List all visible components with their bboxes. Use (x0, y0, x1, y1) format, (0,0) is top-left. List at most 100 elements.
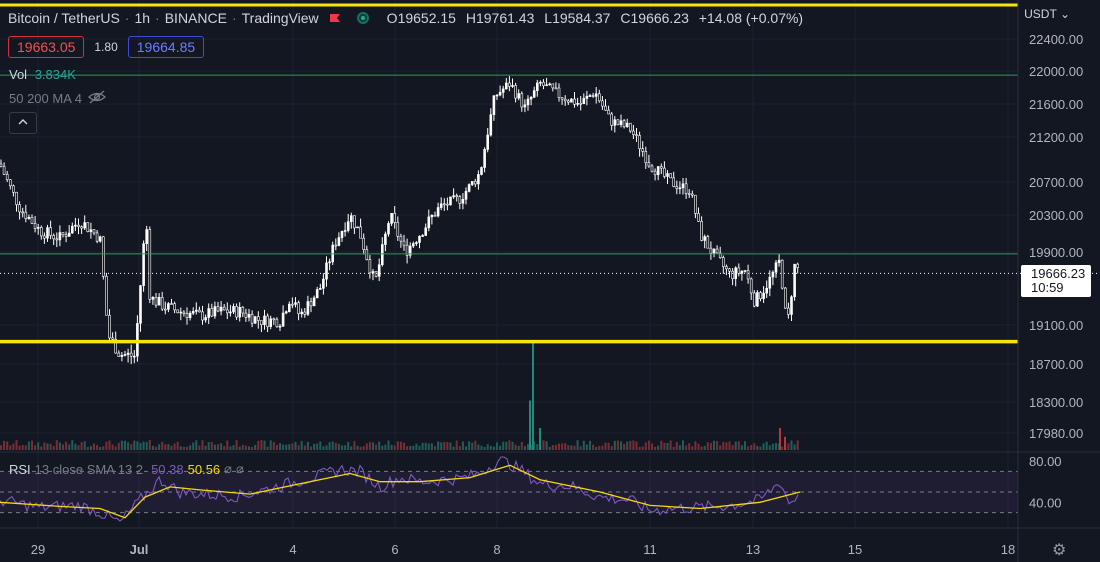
volume-bar (86, 446, 89, 450)
candlesticks (0, 76, 800, 365)
volume-bar (96, 444, 99, 450)
volume-bar (728, 441, 731, 450)
volume-bar (446, 442, 449, 450)
rsi-params: 13 close SMA 13 2 (34, 461, 144, 477)
volume-bar (297, 445, 300, 450)
volume-bar (310, 446, 312, 450)
candle-body (250, 314, 254, 324)
candle-body (191, 311, 195, 314)
volume-bar (207, 442, 210, 450)
candle-body (244, 312, 248, 318)
volume-bar (709, 443, 712, 450)
candle-body (570, 98, 573, 103)
volume-bar (626, 441, 629, 450)
volume-bar (613, 440, 616, 450)
buy-button[interactable]: 19664.85 (127, 36, 205, 58)
volume-bar (254, 444, 257, 450)
volume-bar (151, 445, 154, 450)
candle-body (362, 237, 366, 250)
candle-body (396, 222, 400, 237)
flag-icon[interactable] (329, 12, 341, 24)
volume-bar (108, 440, 111, 450)
currency-selector[interactable]: USDT ⌄ (1024, 7, 1070, 21)
candle-body (638, 135, 641, 149)
volume-bar (0, 445, 2, 450)
exchange-label: BINANCE (164, 10, 227, 26)
rsi-line (0, 456, 799, 522)
volume-bar (551, 444, 554, 450)
volume-bar (93, 443, 95, 450)
volume-bar (282, 444, 285, 450)
candle-body (700, 221, 703, 241)
ohlc-high: 19761.43 (475, 10, 535, 26)
rsi-legend[interactable]: RSI 13 close SMA 13 2 50.38 50.56 ⌀ ⌀ (9, 461, 244, 477)
candle-body (508, 82, 511, 87)
volume-bar (204, 445, 207, 450)
candle-body (157, 296, 161, 306)
volume-bar (260, 440, 263, 450)
volume-bar (787, 443, 790, 450)
candle-body (566, 100, 570, 103)
volume-bar (536, 444, 539, 450)
volume-bar (610, 446, 613, 450)
volume-bar (285, 444, 288, 450)
volume-bar (688, 443, 691, 450)
volume-bar (229, 446, 232, 450)
volume-bar (393, 445, 396, 450)
ma-legend[interactable]: 50 200 MA 4 (9, 90, 106, 107)
volume-bar (620, 441, 622, 450)
volume-bar (753, 443, 756, 450)
hidden-plot-icon-2: ⌀ (236, 461, 244, 476)
sell-button[interactable]: 19663.05 (8, 36, 85, 58)
candle-body (241, 306, 245, 314)
candle-body (384, 233, 387, 245)
volume-bar (111, 444, 114, 450)
volume-bar (40, 446, 43, 450)
market-status-icon[interactable] (356, 12, 369, 24)
candle-body (188, 312, 192, 318)
candle-body (312, 297, 316, 307)
volume-bar (654, 446, 657, 450)
candle-body (504, 82, 508, 90)
volume-bar (350, 446, 353, 450)
candle-body (768, 276, 772, 289)
price-tick-label: 18300.00 (1029, 395, 1083, 410)
time-tick-label: 15 (848, 542, 862, 557)
candle-body (291, 303, 294, 306)
candle-body (628, 122, 632, 132)
symbol-name[interactable]: Bitcoin / TetherUS (8, 10, 120, 26)
volume-legend[interactable]: Vol 3.834K (9, 67, 76, 82)
candle-body (46, 227, 49, 239)
candle-body (706, 236, 710, 249)
volume-bar (604, 442, 607, 450)
volume-bar (37, 442, 40, 450)
candle-body (697, 213, 700, 222)
volume-bar (279, 443, 281, 450)
candle-body (424, 227, 428, 236)
candle-body (346, 221, 350, 231)
candle-body (740, 270, 744, 274)
volume-bar (768, 445, 771, 450)
candle-body (601, 100, 604, 107)
candle-body (204, 317, 207, 321)
candle-body (467, 184, 471, 192)
interval-label[interactable]: 1h (134, 10, 151, 26)
collapse-legend-button[interactable] (9, 112, 37, 134)
candle-body (622, 120, 626, 128)
volume-bar (567, 445, 570, 450)
volume-bar (396, 441, 399, 450)
candle-body (759, 292, 762, 299)
volume-bar (142, 441, 145, 450)
volume-bar (592, 444, 595, 450)
volume-bar (353, 440, 356, 450)
volume-bar (337, 443, 340, 450)
eye-hidden-icon[interactable] (88, 90, 106, 107)
gear-icon[interactable]: ⚙ (1052, 542, 1067, 559)
candle-body (368, 259, 372, 274)
volume-bar (170, 445, 173, 450)
candle-body (247, 314, 251, 318)
volume-bar (579, 446, 582, 450)
horizontal-lines[interactable] (0, 3, 1100, 344)
candle-body (511, 85, 514, 87)
